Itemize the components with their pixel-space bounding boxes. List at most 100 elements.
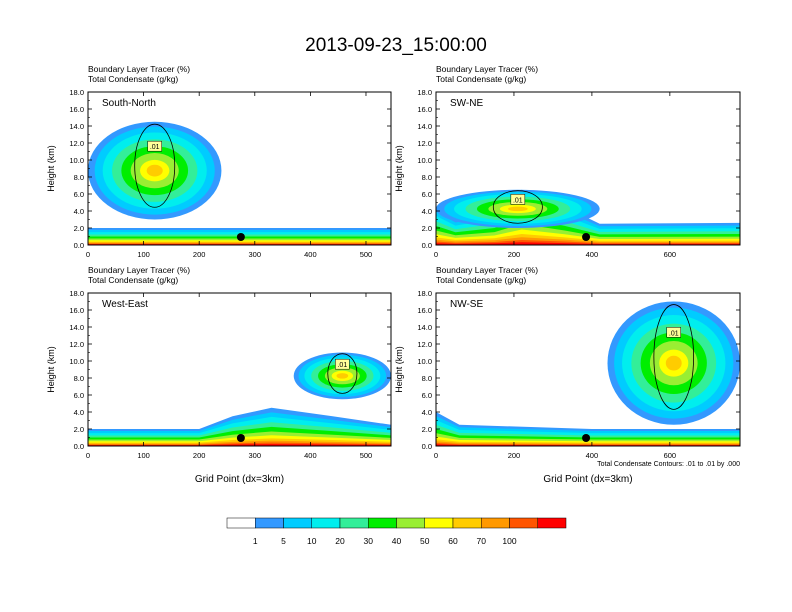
panel-sw-ne: Boundary Layer Tracer (%)Total Condensat…: [394, 64, 741, 259]
condensate-contour: [653, 304, 695, 410]
y-tick-label: 2.0: [422, 425, 432, 434]
contour-label-text: .01: [513, 197, 523, 204]
y-tick-label: 8.0: [422, 173, 432, 182]
y-tick-label: 2.0: [74, 224, 84, 233]
contour-label: .01: [147, 140, 162, 152]
y-tick-label: 0.0: [422, 241, 432, 250]
colorbar-swatch: [255, 517, 284, 529]
panel-label-bg: [446, 297, 483, 311]
panel-subtitle-condensate: Total Condensate (g/kg): [436, 275, 526, 285]
y-tick-label: 16.0: [69, 105, 84, 114]
location-marker: [582, 434, 591, 442]
x-tick-label: 0: [86, 451, 90, 460]
colorbar-swatch: [368, 517, 397, 529]
y-tick-label: 10.0: [417, 156, 432, 165]
colorbar: 1 5 10 20 30 40 50 60 70 100: [226, 517, 567, 546]
panel-label-bg: [98, 96, 173, 110]
colorbar-swatch: [509, 517, 538, 529]
y-tick-label: 10.0: [69, 357, 84, 366]
y-tick-label: 18.0: [417, 88, 432, 97]
colorbar-swatch: [537, 517, 567, 529]
tracer-cloud-level: [665, 355, 682, 371]
x-tick-label: 300: [249, 451, 262, 460]
colorbar-label: 30: [364, 536, 374, 546]
y-tick-label: 0.0: [74, 241, 84, 250]
y-tick-label: 8.0: [74, 374, 84, 383]
x-tick-label: 100: [137, 250, 150, 259]
panels: Boundary Layer Tracer (%)Total Condensat…: [46, 64, 741, 485]
y-tick-label: 6.0: [422, 190, 432, 199]
colorbar-label: 20: [335, 536, 345, 546]
y-tick-label: 4.0: [422, 207, 432, 216]
y-tick-label: 12.0: [417, 139, 432, 148]
colorbar-label: 50: [420, 536, 430, 546]
x-tick-label: 600: [664, 451, 677, 460]
panel-subtitle-tracer: Boundary Layer Tracer (%): [436, 265, 538, 275]
x-tick-label: 400: [304, 451, 317, 460]
x-tick-label: 400: [304, 250, 317, 259]
colorbar-swatch: [452, 517, 482, 529]
panel-west-east: Boundary Layer Tracer (%)Total Condensat…: [46, 265, 392, 485]
condensate-contour: [134, 123, 176, 208]
y-tick-label: 14.0: [417, 323, 432, 332]
y-tick-label: 14.0: [69, 122, 84, 131]
colorbar-swatch: [424, 517, 454, 529]
y-tick-label: 18.0: [417, 289, 432, 298]
y-tick-label: 6.0: [74, 190, 84, 199]
heatmap-fill: [436, 301, 740, 446]
contour-label: .01: [666, 327, 681, 338]
x-tick-label: 0: [434, 250, 438, 259]
heatmap-fill: [88, 121, 391, 245]
y-tick-label: 10.0: [417, 357, 432, 366]
chart-title: 2013-09-23_15:00:00: [305, 35, 487, 56]
condensate-contour: [492, 190, 543, 224]
y-tick-label: 10.0: [69, 156, 84, 165]
contour-label-text: .01: [150, 144, 160, 151]
x-tick-label: 400: [586, 250, 599, 259]
panel-subtitle-tracer: Boundary Layer Tracer (%): [436, 64, 538, 74]
panel-subtitle-tracer: Boundary Layer Tracer (%): [88, 265, 190, 275]
colorbar-label: 40: [392, 536, 402, 546]
x-axis-label: Grid Point (dx=3km): [543, 474, 632, 485]
y-tick-label: 14.0: [417, 122, 432, 131]
y-tick-label: 12.0: [69, 340, 84, 349]
panel-label: SW-NE: [450, 98, 483, 109]
panel-label-bg: [446, 96, 483, 110]
colorbar-label: 5: [281, 536, 286, 546]
x-tick-label: 600: [664, 250, 677, 259]
contour-label: .01: [510, 194, 526, 205]
y-tick-label: 14.0: [69, 323, 84, 332]
colorbar-swatch: [283, 517, 312, 529]
panel-subtitle-condensate: Total Condensate (g/kg): [88, 74, 178, 84]
colorbar-swatch: [396, 517, 425, 529]
x-axis-label: Grid Point (dx=3km): [195, 474, 284, 485]
x-tick-label: 100: [137, 451, 150, 460]
y-axis-label: Height (km): [394, 145, 404, 192]
panel-label-bg: [98, 297, 160, 311]
colorbar-label: 1: [253, 536, 258, 546]
condensate-contour: [327, 353, 358, 394]
x-tick-label: 200: [508, 250, 521, 259]
y-tick-label: 8.0: [74, 173, 84, 182]
panel-south-north: Boundary Layer Tracer (%)Total Condensat…: [46, 64, 392, 259]
x-tick-label: 200: [508, 451, 521, 460]
x-tick-label: 500: [360, 250, 373, 259]
colorbar-label: 100: [502, 536, 516, 546]
x-tick-label: 300: [249, 250, 262, 259]
colorbar-label: 70: [477, 536, 487, 546]
contour-label: .01: [335, 358, 350, 370]
panel-subtitle-condensate: Total Condensate (g/kg): [88, 275, 178, 285]
panel-subtitle-condensate: Total Condensate (g/kg): [436, 74, 526, 84]
surface-band-level: [436, 242, 740, 245]
tracer-cloud-level: [146, 164, 163, 177]
y-axis-label: Height (km): [46, 145, 56, 192]
panel-label: West-East: [102, 299, 148, 310]
heatmap-fill: [88, 352, 391, 446]
contour-label-text: .01: [337, 362, 347, 369]
y-tick-label: 16.0: [417, 105, 432, 114]
x-tick-label: 0: [86, 250, 90, 259]
y-axis-label: Height (km): [46, 346, 56, 393]
y-tick-label: 16.0: [417, 306, 432, 315]
tracer-cloud-level: [508, 206, 528, 212]
